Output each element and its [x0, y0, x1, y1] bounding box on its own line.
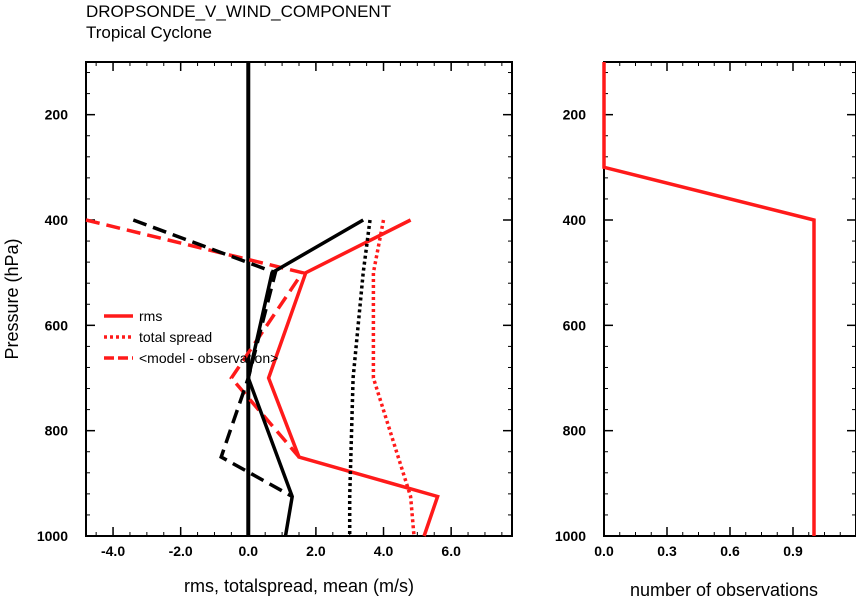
legend-label: rms — [139, 308, 162, 324]
left-plot-panel: -4.0 -2.0 0.0 2.0 4.0 6.0 200 400 600 800 1000 rms… — [2, 61, 513, 596]
obs-y-tick-label: 400 — [563, 212, 587, 228]
x-axis-label: rms, totalspread, mean (m/s) — [184, 576, 414, 596]
left-x-tick-label: 0.0 — [239, 543, 259, 559]
left-series-group — [85, 218, 440, 537]
figure-title: DROPSONDE_V_WIND_COMPONENT — [86, 2, 391, 21]
legend: rms total spread <model - observation> — [104, 308, 278, 366]
left-series-line-5 — [132, 218, 294, 499]
left-x-tick-label: -4.0 — [101, 543, 125, 559]
left-y-tick-label: 400 — [45, 212, 69, 228]
right-ticks: 0.0 0.3 0.6 0.9 200 400 600 800 1000 — [555, 62, 856, 559]
left-y-tick-label: 200 — [45, 107, 69, 123]
right-plot-panel: 0.0 0.3 0.6 0.9 200 400 600 800 1000 number of o… — [555, 61, 856, 600]
legend-label: total spread — [139, 329, 212, 345]
left-x-tick-label: 2.0 — [306, 543, 326, 559]
left-y-tick-label: 600 — [45, 317, 69, 333]
obs-x-tick-label: 0.3 — [657, 543, 677, 559]
obs-x-tick-label: 0.6 — [720, 543, 740, 559]
left-series-line-1 — [371, 219, 416, 537]
left-series-line-4 — [347, 219, 372, 536]
left-series-line-3 — [246, 218, 365, 537]
obs-y-tick-label: 200 — [563, 107, 587, 123]
left-plot-frame — [85, 61, 513, 537]
obs-x-tick-label: 0.9 — [783, 543, 803, 559]
right-plot-frame — [603, 61, 856, 537]
obs-y-tick-label: 1000 — [555, 528, 586, 544]
left-y-tick-label: 800 — [45, 423, 69, 439]
left-series-line-0 — [266, 218, 440, 537]
left-x-tick-label: -2.0 — [169, 543, 193, 559]
y-axis-label: Pressure (hPa) — [2, 238, 22, 359]
left-y-tick-label: 1000 — [37, 528, 68, 544]
right-series-group — [602, 62, 816, 536]
left-series-line-2 — [85, 218, 306, 459]
left-x-tick-label: 6.0 — [441, 543, 461, 559]
obs-series-line-0 — [602, 62, 816, 536]
obs-x-axis-label: number of observations — [630, 580, 818, 600]
figure-subtitle: Tropical Cyclone — [86, 23, 212, 42]
left-x-tick-label: 4.0 — [374, 543, 394, 559]
left-ticks: -4.0 -2.0 0.0 2.0 4.0 6.0 200 400 600 800 1000 — [37, 62, 512, 559]
obs-y-tick-label: 800 — [563, 423, 587, 439]
obs-y-tick-label: 600 — [563, 317, 587, 333]
legend-label: <model - observation> — [139, 350, 278, 366]
obs-x-tick-label: 0.0 — [594, 543, 614, 559]
